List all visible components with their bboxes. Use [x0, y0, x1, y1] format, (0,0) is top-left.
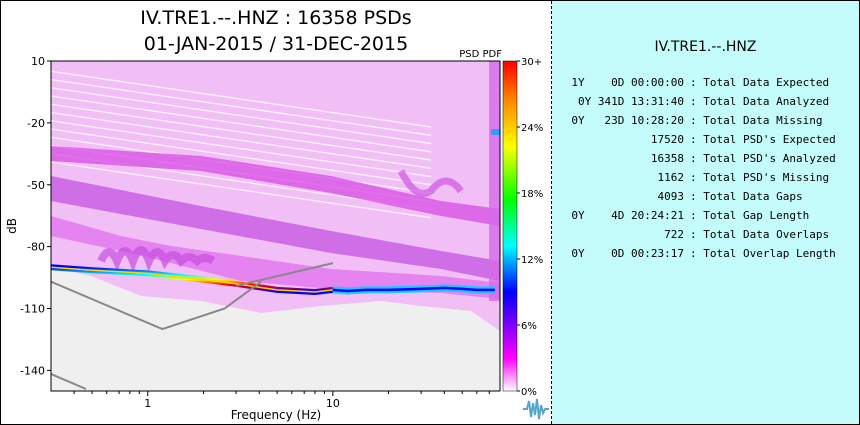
- y-tick-label: -50: [27, 179, 45, 192]
- station-name: IV.TRE1.--.HNZ: [654, 39, 757, 55]
- stat-label: : Total Data Gaps: [690, 190, 803, 203]
- stat-row: 4093 : Total Data Gaps: [566, 190, 803, 204]
- stat-label: : Total Overlap Length: [690, 247, 836, 260]
- colorbar-tick-label: 12%: [521, 255, 543, 266]
- reference-curve-high: [235, 262, 334, 287]
- stat-label: : Total Data Expected: [690, 76, 830, 89]
- stat-label: : Total PSD's Missing: [690, 171, 830, 184]
- x-tick-label: 1: [144, 397, 151, 410]
- pdf-stripe: [51, 78, 432, 136]
- psd-pdf-chart: 10 -20 -50 -80 -110 -140 1 10 Frequency (Hz) d…: [5, 49, 549, 422]
- stat-value: 1162: [657, 171, 685, 184]
- pdf-density-layer: [51, 61, 500, 390]
- pdf-stripe: [51, 70, 432, 128]
- stat-row: 0Y 4D 20:24:21 : Total Gap Length: [566, 209, 809, 223]
- pdf-core-mid: [51, 176, 500, 281]
- colorbar-ticks: 30+ 24% 18% 12% 6% 0%: [517, 57, 543, 398]
- stat-value: 1Y 0D 00:00:00: [571, 76, 684, 89]
- stat-row: 722 : Total Data Overlaps: [566, 228, 829, 242]
- panel-divider: [551, 1, 552, 424]
- chart-title: IV.TRE1.--.HNZ : 16358 PSDs: [140, 7, 412, 29]
- y-axis-ticks: 10 -20 -50 -80 -110 -140: [20, 55, 51, 377]
- x-tick-label: 10: [326, 397, 340, 410]
- stat-row: 17520 : Total PSD's Expected: [566, 133, 836, 147]
- y-tick-label: -20: [27, 117, 45, 130]
- stat-value: 0Y 23D 10:28:20: [571, 114, 684, 127]
- stat-value: 0Y 0D 00:23:17: [571, 247, 684, 260]
- stat-row: 0Y 341D 13:31:40 : Total Data Analyzed: [566, 95, 829, 109]
- stat-label: : Total Gap Length: [690, 209, 810, 222]
- colorbar-tick-label: 0%: [521, 387, 537, 398]
- stat-value: 16358: [650, 152, 684, 165]
- colorbar: [502, 60, 518, 392]
- stat-value: 0Y 341D 13:31:40: [578, 95, 684, 108]
- pdf-stripe: [51, 103, 432, 161]
- y-tick-label: -140: [20, 364, 45, 377]
- seismogram-logo-icon: [523, 398, 549, 420]
- pdf-stripe: [51, 95, 432, 153]
- stat-row: 0Y 0D 00:23:17 : Total Overlap Length: [566, 247, 836, 261]
- colorbar-tick-label: 24%: [521, 123, 543, 134]
- pdf-stripe: [51, 111, 432, 169]
- pdf-stripe: [51, 120, 432, 178]
- stats-panel: IV.TRE1.--.HNZ 1Y 0D 00:00:00 : Total Dat…: [552, 1, 859, 424]
- chart-subtitle: 01-JAN-2015 / 31-DEC-2015: [143, 33, 409, 55]
- y-tick-label: -80: [27, 241, 45, 254]
- x-axis-label: Frequency (Hz): [231, 408, 322, 422]
- pdf-edge-left: [489, 61, 500, 301]
- stat-value: 722: [664, 228, 684, 241]
- y-tick-label: -110: [20, 303, 45, 316]
- dominant-mode-hot: [51, 266, 333, 293]
- y-tick-label: 10: [31, 55, 45, 68]
- reference-curve-corner: [51, 373, 87, 390]
- pdf-stripe: [51, 87, 432, 145]
- pdf-stripe: [51, 161, 432, 219]
- pdf-core-low: [51, 216, 500, 299]
- stat-value: 4093: [657, 190, 685, 203]
- colorbar-tick-label: 6%: [521, 321, 537, 332]
- pdf-core-upper: [51, 146, 500, 226]
- colorbar-tick-label: 30+: [521, 57, 542, 68]
- stat-label: : Total PSD's Analyzed: [690, 152, 836, 165]
- y-axis-label: dB: [5, 218, 19, 234]
- plot-frame: [50, 60, 501, 392]
- psd-pdf-label: PSD PDF: [459, 49, 502, 60]
- stat-value: 0Y 4D 20:24:21: [571, 209, 684, 222]
- stat-row: 1162 : Total PSD's Missing: [566, 171, 830, 185]
- stat-row: 0Y 23D 10:28:20 : Total Data Missing: [566, 114, 822, 128]
- stat-row: 1Y 0D 00:00:00 : Total Data Expected: [566, 76, 829, 90]
- stat-label: : Total PSD's Expected: [690, 133, 836, 146]
- colorbar-tick-label: 18%: [521, 189, 543, 200]
- stat-value: 17520: [650, 133, 684, 146]
- x-axis-ticks: 1 10: [73, 391, 490, 410]
- stat-label: : Total Data Missing: [690, 114, 823, 127]
- pdf-edge-right: [491, 129, 500, 135]
- stat-label: : Total Data Overlaps: [690, 228, 830, 241]
- reference-curve-low: [51, 280, 262, 331]
- dominant-mode-highfreq-core: [332, 286, 495, 293]
- stat-label: : Total Data Analyzed: [690, 95, 830, 108]
- pdf-stripe: [51, 128, 432, 186]
- psd-pdf-panel: IV.TRE1.--.HNZ : 16358 PSDs 01-JAN-2015 …: [1, 1, 551, 424]
- pdf-bump-high: [397, 169, 464, 197]
- stat-row: 16358 : Total PSD's Analyzed: [566, 152, 836, 166]
- pdf-bumps: [97, 246, 216, 273]
